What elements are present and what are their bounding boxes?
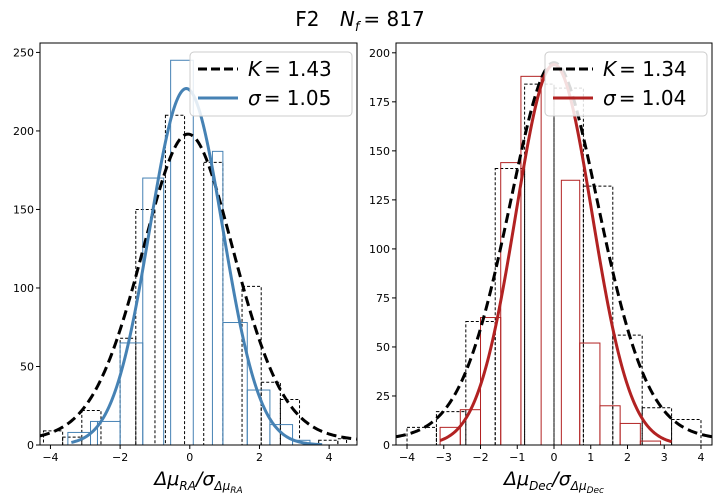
k-hist-bar: [435, 411, 467, 445]
y-tick-label: 50: [20, 360, 34, 373]
y-tick-label: 175: [369, 96, 390, 109]
x-axis-label: ΔμRA/σΔμRA: [152, 468, 242, 496]
x-axis-label: ΔμDec/σΔμDec: [502, 468, 604, 496]
sigma-hist-bar: [639, 440, 662, 445]
sigma-hist-bar: [170, 59, 194, 445]
x-tick-label: 2: [256, 451, 263, 464]
k-hist-bar: [337, 438, 348, 445]
title-nf-subscript: f: [355, 20, 362, 35]
x-tick-label: 2: [624, 451, 631, 464]
y-tick-label: 0: [383, 439, 390, 452]
title-nf-value: = 817: [363, 7, 424, 31]
x-tick-label: −2: [472, 451, 488, 464]
sigma-hist-bar: [579, 342, 601, 445]
legend-k-label: K = 1.43: [248, 57, 332, 81]
k-hist-bar: [582, 185, 614, 445]
legend-sigma-label: σ = 1.05: [248, 86, 331, 110]
k-hist-bar: [62, 436, 83, 445]
figure-title: F2 Nf = 817: [295, 7, 424, 35]
x-tick-label: −3: [436, 451, 452, 464]
k-fit-line: [40, 132, 357, 441]
sigma-hist-bar: [222, 322, 248, 445]
sigma-fit-line: [439, 63, 672, 444]
x-tick-label: 4: [326, 451, 333, 464]
sigma-hist-bar: [269, 424, 294, 445]
k-hist-bar: [260, 381, 281, 445]
legend-k-label: K = 1.34: [603, 57, 687, 81]
k-hist-bar: [671, 419, 702, 445]
k-hist-bar: [241, 285, 262, 445]
x-tick-label: −1: [509, 451, 525, 464]
x-tick-label: −2: [112, 451, 128, 464]
y-tick-label: 150: [13, 203, 34, 216]
panel-ra: −4 −2 0 2 4 0 50 100 150 200 250 ΔμRA/σΔμRA K = 1.43 σ…: [13, 42, 358, 496]
sigma-hist-bar: [560, 179, 581, 445]
sigma-hist-bar: [599, 405, 621, 445]
k-hist-bar: [524, 83, 555, 445]
k-hist-bar: [81, 409, 102, 445]
y-tick-label: 100: [369, 243, 390, 256]
x-tick-label: 0: [186, 451, 193, 464]
panel-dec: −4 −3 −2 −1 0 1 2 3 4 0 25 50 75 100 125 150 175 200 ΔμDec…: [369, 42, 713, 496]
k-hist-bar: [42, 430, 64, 445]
y-tick-label: 0: [27, 439, 34, 452]
y-tick-label: 250: [13, 46, 34, 59]
y-tick-label: 200: [13, 125, 34, 138]
title-field: F2: [295, 7, 319, 31]
y-tick-label: 150: [369, 145, 390, 158]
plot-area: [396, 61, 712, 445]
title-nf-symbol: N: [340, 7, 355, 31]
sigma-hist-bar: [211, 150, 224, 445]
k-hist-bar: [164, 114, 186, 445]
sigma-hist-bar: [520, 75, 542, 445]
sigma-hist-bar: [459, 409, 482, 445]
legend: K = 1.34 σ = 1.04: [544, 51, 708, 117]
k-hist-bar: [119, 337, 137, 445]
x-tick-label: 3: [661, 451, 668, 464]
y-tick-label: 25: [376, 390, 390, 403]
x-tick-label: −4: [42, 451, 58, 464]
y-tick-label: 100: [13, 282, 34, 295]
x-tick-label: 4: [697, 451, 704, 464]
y-tick-label: 75: [376, 292, 390, 305]
x-tick-label: 0: [551, 451, 558, 464]
plot-area: [40, 59, 357, 445]
legend-sigma-label: σ = 1.04: [603, 86, 686, 110]
k-hist-bar: [135, 208, 156, 445]
sigma-hist-bar: [619, 422, 641, 445]
axes-frame: [39, 42, 358, 446]
sigma-hist-bar: [142, 177, 165, 445]
legend: K = 1.43 σ = 1.05: [189, 51, 353, 117]
y-tick-label: 200: [369, 47, 390, 60]
sigma-hist-bar: [480, 317, 502, 445]
x-tick-label: 1: [587, 451, 594, 464]
k-hist-bar: [406, 426, 437, 445]
k-hist-bar: [279, 398, 301, 445]
y-tick-label: 50: [376, 341, 390, 354]
x-tick-label: −4: [399, 451, 415, 464]
y-tick-label: 125: [369, 194, 390, 207]
